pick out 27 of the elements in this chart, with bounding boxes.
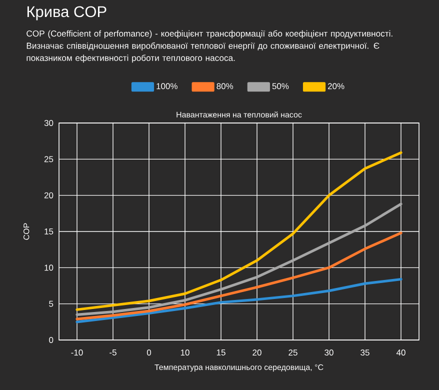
x-tick-label: 20 [252, 350, 262, 356]
x-tick-label: 25 [288, 350, 298, 356]
y-tick-label: 0 [49, 336, 54, 344]
y-axis-title: COP [24, 223, 30, 240]
y-tick-label: 25 [44, 156, 54, 162]
x-tick-label: 35 [360, 350, 370, 356]
line-series [76, 202, 402, 316]
chart-title: Крива COP [27, 6, 106, 20]
legend-label: 20% [328, 83, 344, 90]
chart-subtitle: COP (Coefficient of perfomance) - коефіцієнт трансформації або коефіцієнт продуктивності. Визначає співвідношення вироблюваної теплової енергії до споживаної електричної. Є показником ефективності роботи теплового насоса. [26, 30, 392, 63]
legend-label: 100% [156, 83, 178, 90]
x-tick-label: 15 [216, 350, 226, 356]
x-tick-label: 10 [180, 350, 190, 356]
legend-label: 80% [216, 83, 234, 90]
y-tick-label: 5 [49, 300, 54, 307]
legend-title: Навантаження на тепловий насос [176, 111, 302, 118]
x-tick-label: -10 [71, 350, 83, 356]
legend-label: 50% [272, 83, 289, 90]
y-tick-label: 15 [44, 228, 54, 234]
x-tick-label: 40 [396, 350, 406, 356]
x-tick-label: 0 [146, 350, 152, 356]
x-axis-title: Температура навколишнього середовища, °C [154, 364, 324, 372]
y-tick-label: 20 [44, 192, 54, 198]
y-tick-label: 30 [44, 120, 54, 126]
y-tick-label: 10 [44, 264, 54, 271]
x-tick-label: -5 [110, 350, 116, 356]
x-tick-label: 30 [324, 350, 334, 356]
